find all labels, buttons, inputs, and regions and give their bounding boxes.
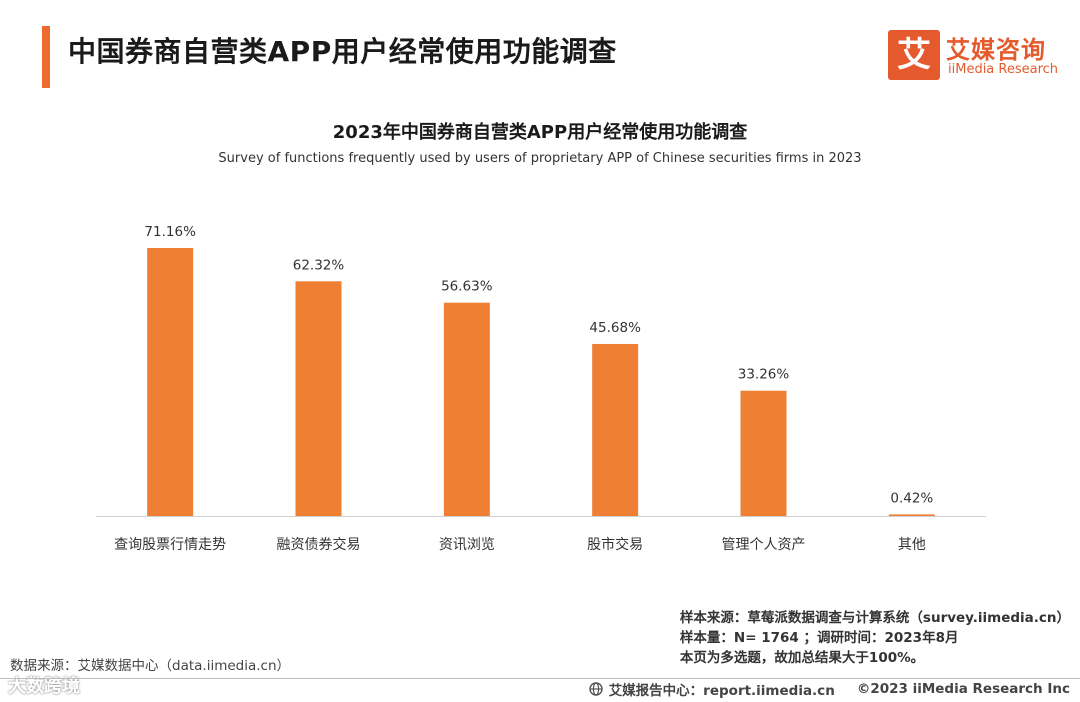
bar [888,514,935,516]
bar [295,281,342,516]
category-label: 股市交易 [587,536,643,553]
page-title: 中国券商自营类APP用户经常使用功能调查 [68,35,617,68]
category-label: 资讯浏览 [439,537,495,553]
iimedia-logo: 艾 艾媒咨询 iiMedia Research [888,30,1064,82]
bar [592,343,639,516]
data-label: 45.68% [589,320,641,336]
logo-mark: 艾 [888,30,940,80]
bar [147,248,194,516]
category-label: 其他 [898,537,926,553]
data-label: 56.63% [441,279,493,295]
report-center-link[interactable]: 艾媒报告中心：report.iimedia.cn [608,683,835,699]
title-accent-bar [42,26,50,88]
logo-english-name: iiMedia Research [948,62,1059,77]
footer: 艾媒报告中心：report.iimedia.cn ©2023 iiMedia R… [588,679,1070,699]
category-label: 融资债券交易 [277,536,361,553]
bar [443,302,490,516]
copyright: ©2023 iiMedia Research Inc [856,681,1070,697]
multi-select-note: 本页为多选题，故加总结果大于100%。 [679,650,925,666]
sample-source: 样本来源：草莓派数据调查与计算系统（survey.iimedia.cn） [679,610,1070,626]
data-label: 71.16% [144,224,196,240]
bar [740,390,787,516]
bar-chart: 71.16% 查询股票行情走势 62.32% 融资债券交易 56.63% 资讯浏览 45.6… [96,224,986,553]
chart-subtitle: Survey of functions frequently used by u… [218,151,862,166]
logo-chinese-name: 艾媒咨询 [946,36,1046,64]
data-label: 0.42% [890,490,933,506]
chart-title: 2023年中国券商自营类APP用户经常使用功能调查 [332,122,748,143]
category-label: 管理个人资产 [722,537,806,553]
data-source: 数据来源：艾媒数据中心（data.iimedia.cn） [10,658,291,674]
data-label: 62.32% [293,257,345,273]
footer-divider [0,678,1080,679]
sample-size: 样本量：N= 1764 ；调研时间：2023年8月 [679,630,959,646]
globe-icon [588,682,603,696]
category-label: 查询股票行情走势 [114,537,226,553]
sample-info: 样本来源：草莓派数据调查与计算系统（survey.iimedia.cn） 样本量… [680,608,1070,668]
watermark: 大数跨境 [8,676,80,697]
data-label: 33.26% [738,367,790,383]
